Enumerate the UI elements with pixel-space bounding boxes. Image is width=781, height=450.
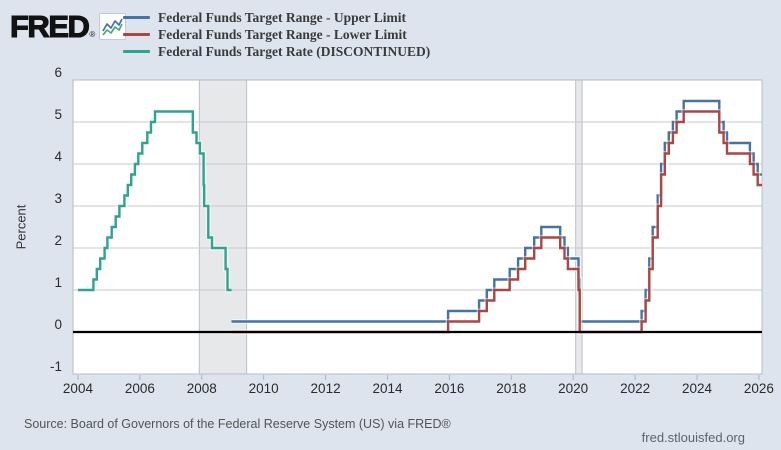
y-tick-label: 1 bbox=[54, 275, 62, 290]
fred-sparkline-icon bbox=[99, 13, 127, 40]
x-tick-label: 2014 bbox=[372, 381, 403, 396]
registered-trademark: ® bbox=[89, 30, 96, 39]
x-tick-label: 2006 bbox=[125, 381, 155, 396]
x-tick-label: 2024 bbox=[682, 381, 713, 396]
legend: Federal Funds Target Range - Upper Limit… bbox=[123, 9, 430, 60]
y-tick-label: 5 bbox=[54, 107, 62, 122]
series-line bbox=[231, 110, 762, 334]
source-attribution: Source: Board of Governors of the Federa… bbox=[24, 417, 451, 431]
y-tick-label: 6 bbox=[54, 65, 62, 80]
fred-logo[interactable]: FRED ® bbox=[9, 9, 127, 44]
legend-item-lower-limit[interactable]: Federal Funds Target Range - Lower Limit bbox=[123, 26, 430, 43]
fred-logo-text: FRED bbox=[9, 9, 90, 44]
series-line bbox=[78, 110, 232, 292]
x-tick-label: 2004 bbox=[63, 381, 94, 396]
y-tick-label: 2 bbox=[54, 233, 62, 248]
fred-site-link[interactable]: fred.stlouisfed.org bbox=[641, 430, 745, 445]
plot-border bbox=[72, 79, 763, 375]
y-tick-label: -1 bbox=[50, 359, 62, 374]
legend-item-discontinued-rate[interactable]: Federal Funds Target Rate (DISCONTINUED) bbox=[123, 43, 430, 60]
x-tick-label: 2020 bbox=[558, 381, 588, 396]
x-tick-label: 2012 bbox=[311, 381, 341, 396]
x-tick-label: 2022 bbox=[620, 381, 650, 396]
y-tick-label: 3 bbox=[54, 191, 62, 206]
legend-label: Federal Funds Target Range - Upper Limit bbox=[158, 9, 407, 25]
recession-band bbox=[575, 80, 583, 374]
y-axis-title: Percent bbox=[13, 204, 29, 250]
discontinued-rate-swatch bbox=[123, 50, 150, 53]
plot-area[interactable] bbox=[73, 80, 762, 374]
plot-background bbox=[73, 80, 762, 374]
legend-label: Federal Funds Target Rate (DISCONTINUED) bbox=[158, 43, 431, 59]
x-tick-label: 2016 bbox=[434, 381, 464, 396]
x-tick-label: 2018 bbox=[496, 381, 526, 396]
x-tick-label: 2010 bbox=[249, 381, 279, 396]
y-tick-label: 0 bbox=[54, 317, 62, 332]
upper-limit-swatch bbox=[123, 16, 150, 19]
x-tick-label: 2026 bbox=[744, 381, 774, 396]
x-tick-label: 2008 bbox=[187, 381, 217, 396]
legend-label: Federal Funds Target Range - Lower Limit bbox=[158, 26, 407, 42]
lower-limit-swatch bbox=[123, 33, 150, 36]
legend-item-upper-limit[interactable]: Federal Funds Target Range - Upper Limit bbox=[123, 9, 430, 26]
y-tick-label: 4 bbox=[54, 149, 62, 164]
